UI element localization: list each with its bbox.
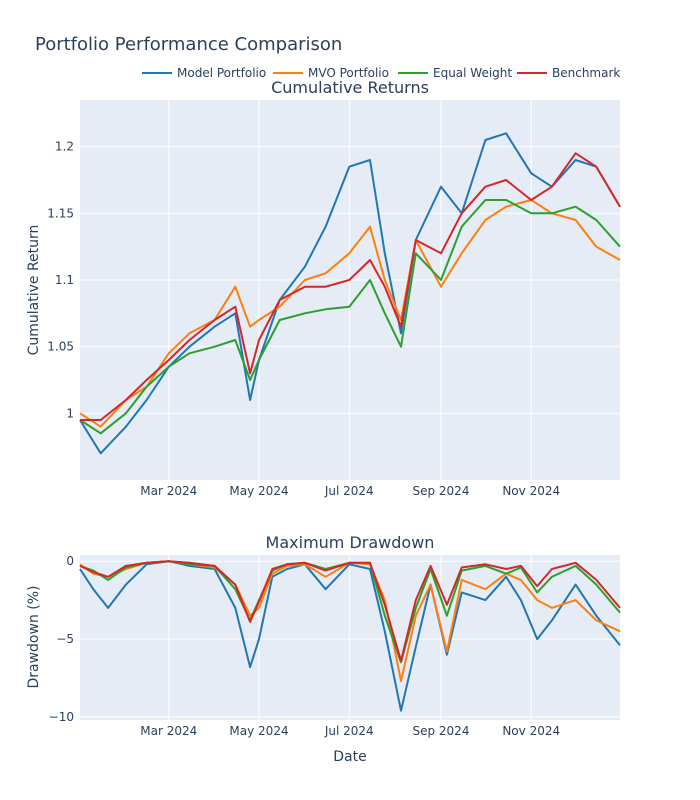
legend-item-model-portfolio[interactable]: Model Portfolio xyxy=(142,66,266,80)
max-drawdown-ticks: 0 −5 −10 Mar 2024 May 2024 Jul 2024 Sep 2024 No… xyxy=(49,554,560,738)
legend-item-mvo-portfolio[interactable]: MVO Portfolio xyxy=(273,66,389,80)
x-axis-title: Date xyxy=(333,749,366,765)
cumulative-returns-xtick-label: Nov 2024 xyxy=(502,484,560,498)
max-drawdown-panel: 0 −5 −10 Mar 2024 May 2024 Jul 2024 Sep 2024 No… xyxy=(26,533,621,765)
cumulative-returns-xtick-label: Sep 2024 xyxy=(412,484,469,498)
max-drawdown-ytick-label: −10 xyxy=(49,710,74,724)
max-drawdown-xtick-label: Mar 2024 xyxy=(140,724,197,738)
cumulative-returns-title: Cumulative Returns xyxy=(271,78,429,97)
cumulative-returns-ytick-label: 1.15 xyxy=(47,206,74,220)
legend-item-equal-weight[interactable]: Equal Weight xyxy=(398,66,512,80)
cumulative-returns-gridlines xyxy=(80,100,620,480)
cumulative-returns-lines xyxy=(79,132,621,455)
cumulative-returns-ytick-label: 1 xyxy=(66,406,74,420)
legend-label-mvo-portfolio: MVO Portfolio xyxy=(308,66,389,80)
max-drawdown-ytick-label: 0 xyxy=(66,554,74,568)
max-drawdown-xtick-label: Sep 2024 xyxy=(412,724,469,738)
cumulative-returns-ticks: 1 1.05 1.1 1.15 1.2 Mar 2024 May 2024 Jul 2024 S… xyxy=(47,140,560,498)
legend: Model Portfolio MVO Portfolio Equal Weight… xyxy=(142,66,620,80)
cumulative-returns-xtick-label: Jul 2024 xyxy=(324,484,374,498)
max-drawdown-line-benchmark xyxy=(79,560,621,662)
legend-label-equal-weight: Equal Weight xyxy=(433,66,512,80)
cumulative-returns-ytick-label: 1.05 xyxy=(47,340,74,354)
cumulative-returns-line-benchmark xyxy=(80,152,621,421)
cumulative-returns-y-axis-title: Cumulative Return xyxy=(26,225,42,356)
cumulative-returns-line-equal-weight xyxy=(79,199,621,435)
cumulative-returns-ytick-label: 1.2 xyxy=(55,140,74,154)
cumulative-returns-xtick-label: May 2024 xyxy=(229,484,288,498)
max-drawdown-xtick-label: Jul 2024 xyxy=(324,724,374,738)
max-drawdown-xtick-label: Nov 2024 xyxy=(502,724,560,738)
legend-label-model-portfolio: Model Portfolio xyxy=(177,66,266,80)
max-drawdown-y-axis-title: Drawdown (%) xyxy=(26,585,42,688)
max-drawdown-xtick-label: May 2024 xyxy=(229,724,288,738)
cumulative-returns-xtick-label: Mar 2024 xyxy=(140,484,197,498)
cumulative-returns-plot-area xyxy=(80,100,620,480)
max-drawdown-ytick-label: −5 xyxy=(56,632,74,646)
cumulative-returns-ytick-label: 1.1 xyxy=(55,273,74,287)
legend-item-benchmark[interactable]: Benchmark xyxy=(517,66,620,80)
chart-title: Portfolio Performance Comparison xyxy=(35,34,342,55)
cumulative-returns-line-mvo-portfolio xyxy=(79,199,621,428)
cumulative-returns-panel: 1 1.05 1.1 1.15 1.2 Mar 2024 May 2024 Jul 2024 S… xyxy=(26,78,621,498)
max-drawdown-lines xyxy=(79,560,621,712)
legend-label-benchmark: Benchmark xyxy=(552,66,620,80)
max-drawdown-title: Maximum Drawdown xyxy=(266,533,435,552)
cumulative-returns-line-model-portfolio xyxy=(79,132,621,455)
